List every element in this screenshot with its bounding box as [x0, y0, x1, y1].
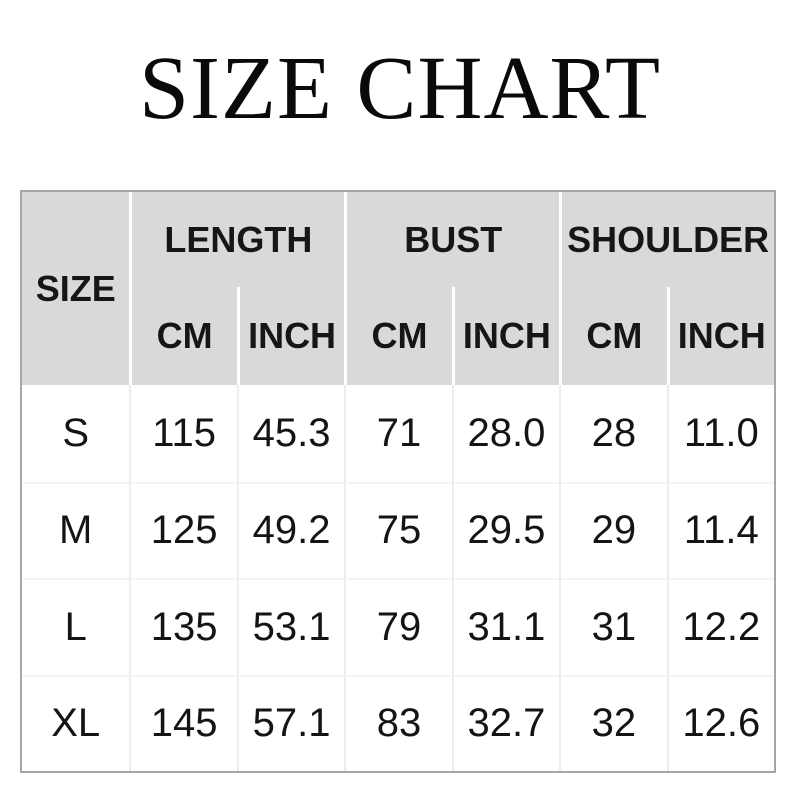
value-cell-bust-inch: 32.7 [451, 674, 560, 771]
value-cell-length-inch: 53.1 [236, 578, 345, 675]
table-body: S 115 45.3 71 28.0 28 11.0 M 125 49.2 75… [22, 385, 774, 771]
header-group-shoulder: SHOULDER [559, 192, 774, 287]
value-cell-bust-cm: 83 [344, 674, 452, 771]
header-unit-shoulder-inch: INCH [666, 287, 774, 385]
value-cell-shoulder-inch: 12.2 [666, 578, 774, 675]
value-cell-length-cm: 145 [129, 674, 237, 771]
value-cell-shoulder-inch: 11.4 [666, 481, 774, 578]
value-cell-shoulder-cm: 28 [559, 385, 666, 482]
table-header: SIZE LENGTH BUST SHOULDER CM INCH CM INC… [22, 192, 774, 385]
size-cell: S [62, 410, 90, 455]
value-cell-length-cm: 135 [129, 578, 237, 675]
header-unit-shoulder-cm: CM [559, 287, 666, 385]
value-cell-bust-cm: 75 [344, 481, 452, 578]
header-group-length: LENGTH [129, 192, 344, 287]
header-unit-bust-cm: CM [344, 287, 451, 385]
value-cell-bust-cm: 71 [344, 385, 451, 482]
value-cell-shoulder-cm: 29 [559, 481, 667, 578]
size-cell: M [22, 481, 130, 579]
value-cell-shoulder-inch: 11.0 [666, 385, 774, 482]
header-group-bust: BUST [344, 192, 559, 287]
header-unit-length-cm: CM [129, 287, 236, 385]
value-cell-bust-inch: 29.5 [451, 481, 560, 578]
value-cell-length-inch: 57.1 [236, 674, 345, 771]
value-cell-shoulder-cm: 32 [559, 674, 667, 771]
value-cell-shoulder-inch: 12.6 [666, 674, 774, 771]
size-cell: L [22, 578, 130, 675]
value-cell-length-cm: 115 [129, 385, 236, 482]
value-cell-bust-inch: 28.0 [451, 385, 559, 482]
value-cell-bust-inch: 31.1 [451, 578, 560, 675]
size-cell: XL [22, 674, 130, 772]
size-table: SIZE LENGTH BUST SHOULDER CM INCH CM INC… [20, 190, 776, 773]
value-cell-length-inch: 49.2 [236, 481, 345, 578]
value-cell-length-inch: 45.3 [236, 385, 344, 482]
page-title: SIZE CHART [138, 39, 662, 138]
header-size: SIZE [35, 267, 116, 309]
value-cell-length-cm: 125 [129, 481, 237, 578]
header-unit-length-inch: INCH [236, 287, 344, 385]
header-unit-bust-inch: INCH [451, 287, 559, 385]
value-cell-bust-cm: 79 [344, 578, 452, 675]
value-cell-shoulder-cm: 31 [559, 578, 667, 675]
